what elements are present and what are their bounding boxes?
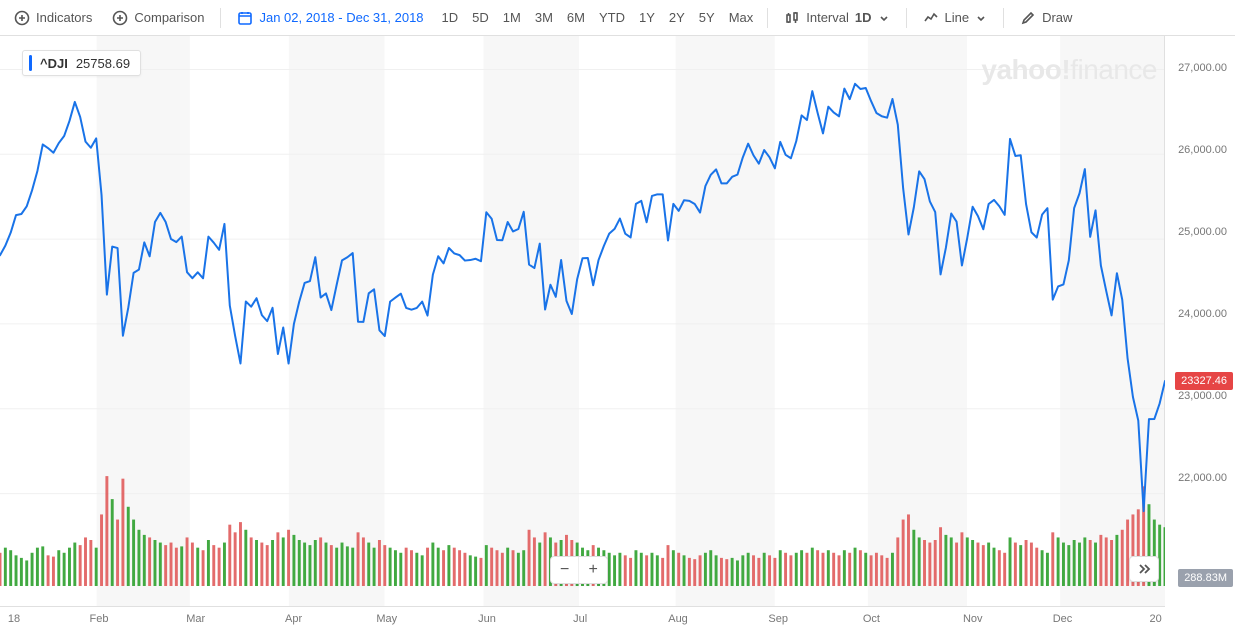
x-tick-label: Nov bbox=[963, 613, 983, 625]
period-1y[interactable]: 1Y bbox=[633, 6, 661, 29]
x-tick-label: Aug bbox=[668, 613, 688, 625]
x-tick-label: Jul bbox=[573, 613, 587, 625]
ticker-badge[interactable]: ^DJI 25758.69 bbox=[22, 50, 141, 76]
period-ytd[interactable]: YTD bbox=[593, 6, 631, 29]
chart-svg-area[interactable] bbox=[0, 36, 1165, 606]
toolbar-separator bbox=[767, 8, 768, 28]
x-tick-label: Mar bbox=[186, 613, 205, 625]
chart-toolbar: Indicators Comparison Jan 02, 2018 - Dec… bbox=[0, 0, 1235, 36]
calendar-icon bbox=[237, 10, 253, 26]
x-tick-label: Oct bbox=[863, 613, 880, 625]
last-volume-flag: 288.83M bbox=[1178, 569, 1233, 587]
period-5y[interactable]: 5Y bbox=[693, 6, 721, 29]
toolbar-separator bbox=[220, 8, 221, 28]
period-max[interactable]: Max bbox=[723, 6, 760, 29]
date-range-label: Jan 02, 2018 - Dec 31, 2018 bbox=[259, 10, 423, 25]
interval-label: Interval bbox=[806, 10, 849, 25]
chevron-down-icon bbox=[878, 10, 890, 26]
last-price-flag: 23327.46 bbox=[1175, 372, 1233, 390]
x-tick-label: Feb bbox=[90, 613, 109, 625]
period-1d[interactable]: 1D bbox=[436, 6, 465, 29]
x-tick-label: Jun bbox=[478, 613, 496, 625]
draw-button[interactable]: Draw bbox=[1012, 6, 1080, 30]
pencil-icon bbox=[1020, 10, 1036, 26]
period-2y[interactable]: 2Y bbox=[663, 6, 691, 29]
period-1m[interactable]: 1M bbox=[497, 6, 527, 29]
interval-value: 1D bbox=[855, 10, 872, 25]
chart-area: ^DJI 25758.69 yahoo!finance 22,000.0023,… bbox=[0, 36, 1235, 632]
period-6m[interactable]: 6M bbox=[561, 6, 591, 29]
toolbar-separator bbox=[906, 8, 907, 28]
plus-circle-icon bbox=[112, 10, 128, 26]
period-buttons: 1D5D1M3M6MYTD1Y2Y5YMax bbox=[436, 6, 760, 29]
toolbar-separator bbox=[1003, 8, 1004, 28]
x-tick-label: 18 bbox=[8, 613, 20, 625]
y-tick-label: 27,000.00 bbox=[1178, 62, 1227, 74]
y-tick-label: 26,000.00 bbox=[1178, 144, 1227, 156]
period-3m[interactable]: 3M bbox=[529, 6, 559, 29]
x-tick-label: May bbox=[376, 613, 397, 625]
chevron-down-icon bbox=[975, 10, 987, 26]
x-tick-label: Dec bbox=[1053, 613, 1073, 625]
x-tick-label: Apr bbox=[285, 613, 302, 625]
zoom-in-button[interactable]: + bbox=[579, 557, 607, 583]
chart-type-button[interactable]: Line bbox=[915, 6, 996, 30]
y-tick-label: 22,000.00 bbox=[1178, 472, 1227, 484]
scroll-right-button[interactable] bbox=[1129, 556, 1159, 582]
y-axis-labels: 22,000.00 23,000.00 24,000.00 25,000.00 26,0… bbox=[1165, 36, 1231, 586]
interval-button[interactable]: Interval 1D bbox=[776, 6, 897, 30]
indicators-button[interactable]: Indicators bbox=[6, 6, 100, 30]
comparison-button[interactable]: Comparison bbox=[104, 6, 212, 30]
plus-circle-icon bbox=[14, 10, 30, 26]
x-axis-labels: 18 Feb Mar Apr May Jun Jul Aug Sep Oct Nov Dec 20 bbox=[0, 606, 1165, 632]
date-range-button[interactable]: Jan 02, 2018 - Dec 31, 2018 bbox=[229, 6, 431, 30]
chart-type-label: Line bbox=[945, 10, 970, 25]
zoom-out-button[interactable]: − bbox=[551, 557, 579, 583]
comparison-label: Comparison bbox=[134, 10, 204, 25]
draw-label: Draw bbox=[1042, 10, 1072, 25]
y-tick-label: 25,000.00 bbox=[1178, 226, 1227, 238]
ticker-symbol: ^DJI bbox=[40, 56, 68, 71]
y-tick-label: 23,000.00 bbox=[1178, 390, 1227, 402]
x-tick-label: Sep bbox=[768, 613, 788, 625]
period-5d[interactable]: 5D bbox=[466, 6, 495, 29]
candlestick-icon bbox=[784, 10, 800, 26]
line-chart-icon bbox=[923, 10, 939, 26]
x-tick-label: 20 bbox=[1150, 613, 1162, 625]
indicators-label: Indicators bbox=[36, 10, 92, 25]
y-tick-label: 24,000.00 bbox=[1178, 308, 1227, 320]
ticker-color-mark bbox=[29, 55, 32, 71]
zoom-control: − + bbox=[550, 556, 608, 584]
ticker-value: 25758.69 bbox=[76, 56, 130, 71]
